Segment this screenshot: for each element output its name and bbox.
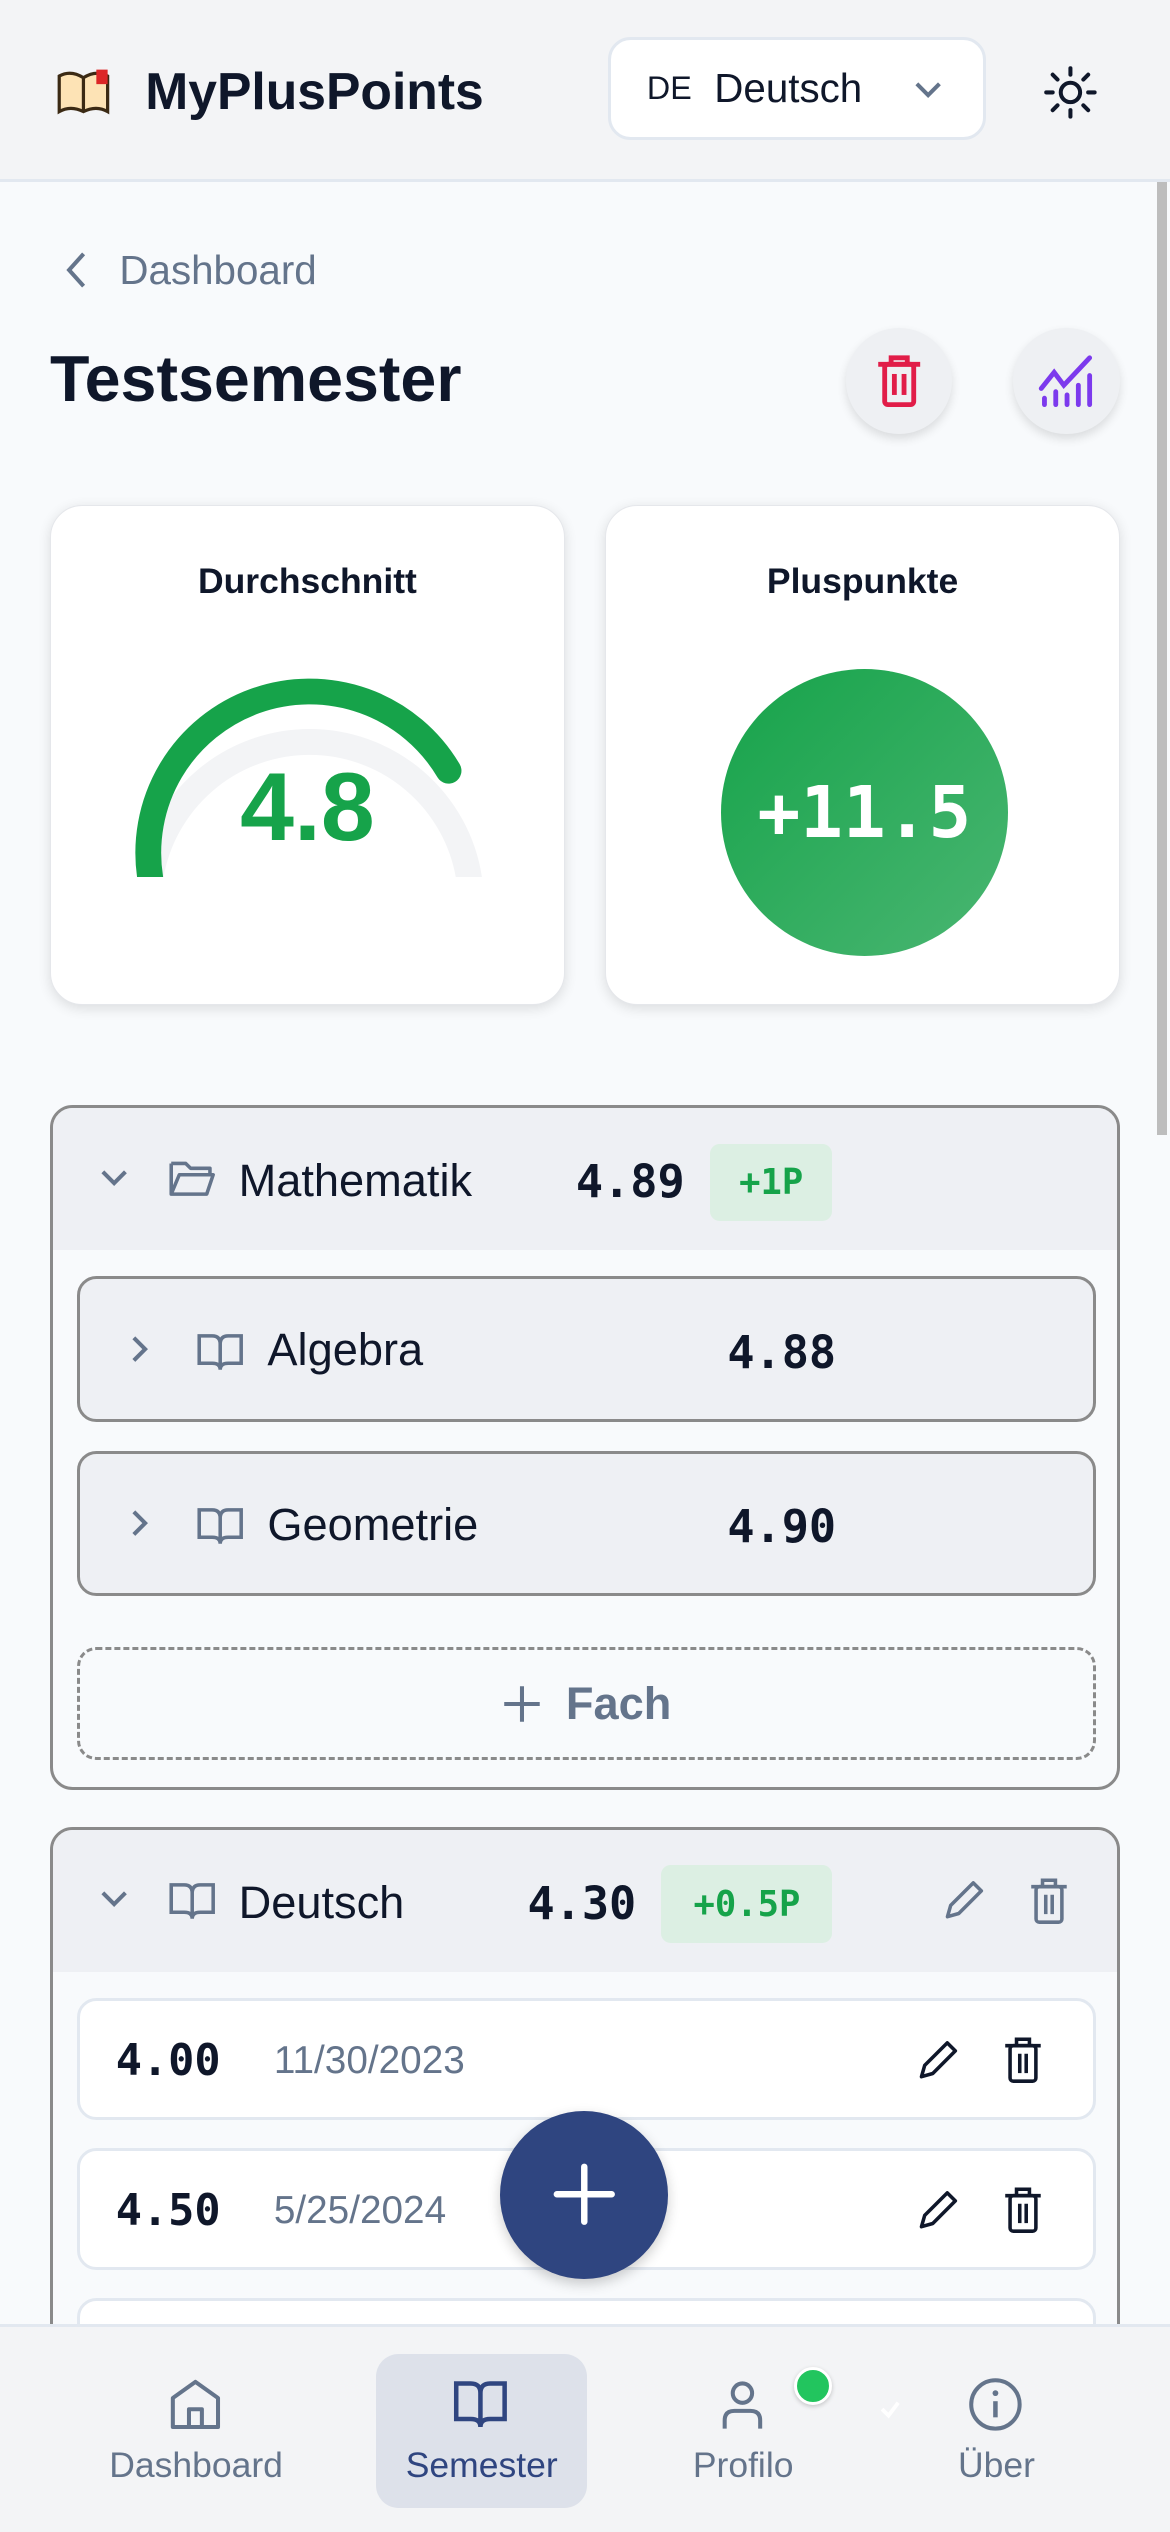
trash-icon[interactable]	[1028, 1877, 1070, 1925]
average-gauge	[134, 678, 482, 878]
gauge-fill	[134, 678, 462, 878]
plus-icon	[504, 1686, 541, 1722]
group-header[interactable]: Mathematik 4.89 +1P	[53, 1108, 1117, 1251]
group-average: 4.89	[575, 1155, 685, 1209]
app-title: MyPlusPoints	[145, 62, 484, 121]
add-subject-button[interactable]: Fach	[77, 1647, 1096, 1761]
book-icon	[197, 1508, 244, 1545]
average-value: 4.8	[240, 752, 375, 862]
chevron-down-icon	[914, 82, 941, 98]
nav-label: Semester	[405, 2444, 558, 2485]
sync-check-icon	[793, 2367, 901, 2419]
bottom-nav: Dashboard Semester Profilo Über	[0, 2323, 1170, 2532]
book-icon	[169, 1882, 215, 1919]
average-card: Durchschnitt 4.8	[50, 505, 565, 1006]
nav-ueber[interactable]: Über	[891, 2354, 1102, 2507]
group-average: 4.30	[527, 1876, 637, 1930]
nav-semester[interactable]: Semester	[376, 2354, 588, 2508]
subject-average: 4.90	[727, 1500, 837, 1554]
language-select[interactable]: DE Deutsch	[608, 37, 987, 141]
app-header: MyPlusPoints DE Deutsch	[0, 0, 1170, 183]
group-name: Mathematik	[238, 1155, 473, 1207]
nav-label: Profilo	[692, 2444, 794, 2485]
trash-icon[interactable]	[1002, 2186, 1044, 2234]
trash-icon[interactable]	[1002, 2036, 1044, 2084]
subject-group-mathematik: Mathematik 4.89 +1P Algebra 4.88 Geometr…	[50, 1105, 1120, 1790]
scrollbar[interactable]	[1157, 182, 1167, 1135]
gauge-track	[137, 729, 482, 878]
statistics-button[interactable]	[1013, 327, 1120, 435]
page-title: Testsemester	[50, 343, 462, 416]
chevron-down-icon[interactable]	[98, 1888, 130, 1911]
nav-dashboard[interactable]: Dashboard	[90, 2354, 301, 2507]
grade-value: 4.50	[115, 2186, 221, 2237]
delete-semester-button[interactable]	[845, 327, 953, 435]
chart-icon	[1038, 355, 1092, 408]
group-name: Deutsch	[238, 1876, 405, 1928]
book-logo-icon	[58, 69, 110, 115]
chevron-left-icon	[66, 252, 86, 288]
grade-date: 5/25/2024	[273, 2189, 447, 2233]
book-icon	[197, 1333, 244, 1370]
home-icon	[170, 2379, 220, 2429]
add-subject-label: Fach	[565, 1677, 672, 1729]
average-title: Durchschnitt	[197, 560, 417, 601]
pluspoints-badge: +1P	[709, 1143, 833, 1222]
nav-label: Dashboard	[109, 2444, 283, 2485]
grade-date: 11/30/2023	[273, 2039, 465, 2083]
pencil-icon[interactable]	[915, 2038, 960, 2083]
pencil-icon[interactable]	[941, 1878, 986, 1923]
pluspoints-value: +11.5	[720, 669, 1008, 957]
folder-icon	[169, 1161, 215, 1196]
chevron-right-icon	[132, 1510, 148, 1536]
subject-algebra[interactable]: Algebra 4.88	[77, 1276, 1096, 1422]
nav-profilo[interactable]: Profilo	[637, 2354, 901, 2507]
pencil-icon[interactable]	[915, 2188, 960, 2233]
pluspoints-card: Pluspunkte +11.5	[605, 505, 1120, 1006]
info-icon	[969, 2378, 1022, 2431]
user-icon	[722, 2381, 763, 2429]
subject-average: 4.88	[727, 1326, 837, 1380]
language-code: DE	[646, 70, 692, 107]
trash-icon	[877, 355, 920, 408]
add-grade-fab[interactable]	[500, 2110, 669, 2279]
grade-row[interactable]: 4.00 11/30/2023	[77, 1997, 1096, 2121]
pluspoints-badge: +0.5P	[661, 1865, 833, 1943]
group-header[interactable]: Deutsch 4.30 +0.5P	[53, 1829, 1117, 1972]
subject-geometrie[interactable]: Geometrie 4.90	[77, 1450, 1096, 1596]
pluspoints-title: Pluspunkte	[766, 560, 959, 601]
plus-icon	[553, 2164, 615, 2226]
sun-icon[interactable]	[1043, 65, 1098, 120]
book-icon	[454, 2381, 508, 2428]
language-label: Deutsch	[714, 65, 863, 112]
chevron-right-icon	[132, 1335, 148, 1362]
breadcrumb-back[interactable]: Dashboard	[61, 246, 317, 294]
chevron-down-icon[interactable]	[98, 1167, 130, 1190]
breadcrumb-label: Dashboard	[119, 246, 317, 293]
subject-name: Geometrie	[267, 1498, 479, 1550]
grade-value: 4.00	[115, 2036, 221, 2087]
nav-label: Über	[958, 2444, 1035, 2485]
subject-name: Algebra	[267, 1324, 424, 1376]
